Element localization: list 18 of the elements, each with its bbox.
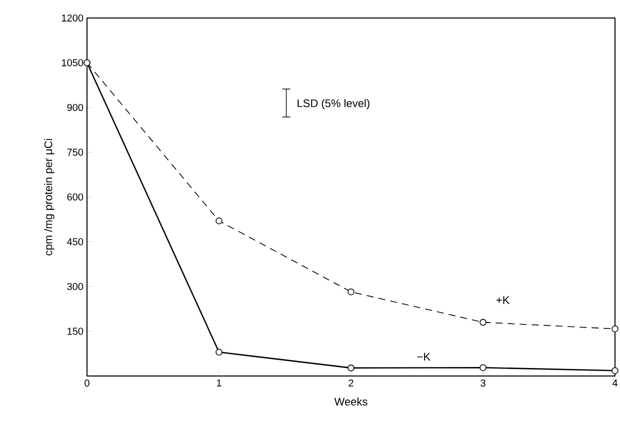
y-tick-label: 150 [68,328,84,335]
x-tick-label: 1 [216,380,222,386]
x-tick-label: 3 [480,380,486,387]
y-tick-label: 900 [67,104,84,112]
y-tick-label: 1200 [62,14,84,22]
y-tick-label: 450 [67,238,84,246]
y-tick-label: 300 [67,282,84,290]
x-tick-label: 4 [612,380,618,386]
series-label: −K [417,352,430,361]
y-axis-title: cpm /mg protein per μCi [44,138,54,256]
series-label: +K [496,296,510,304]
x-axis-title: Weeks [334,397,368,406]
y-tick-label: 1050 [62,59,84,66]
y-tick-label: 600 [67,193,84,201]
annotation: LSD (5% level) [298,99,370,110]
x-tick-label: 0 [84,380,90,387]
y-tick-label: 750 [67,148,84,156]
x-tick-label: 2 [348,380,354,387]
